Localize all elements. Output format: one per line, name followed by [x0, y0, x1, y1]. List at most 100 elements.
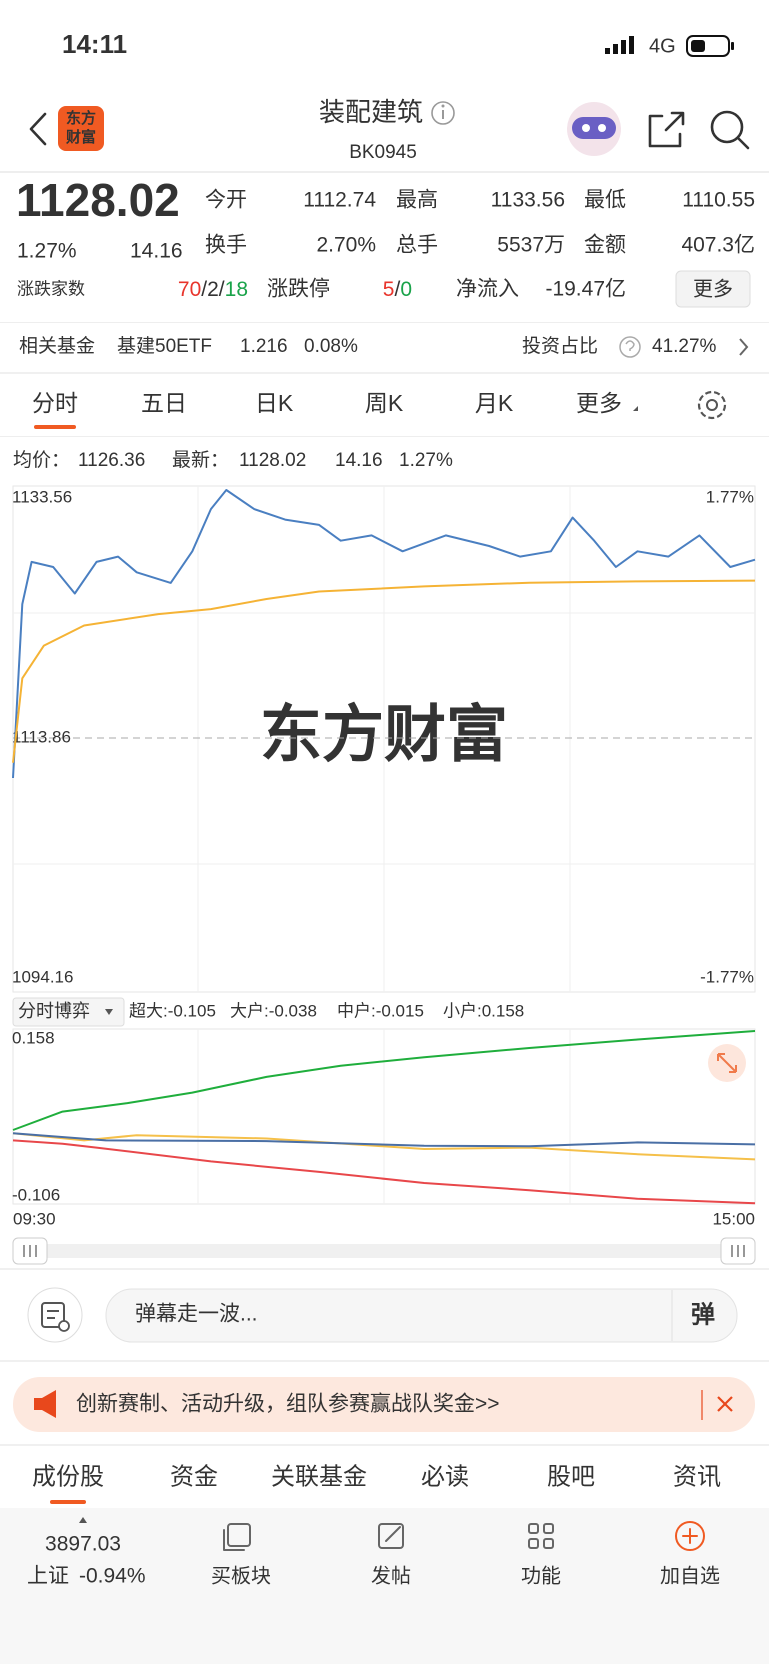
assistant-avatar[interactable]	[567, 102, 621, 156]
back-button[interactable]	[29, 112, 47, 146]
expand-button[interactable]	[708, 1044, 746, 1082]
app-logo[interactable]	[58, 106, 104, 151]
content-tab[interactable]: 必读	[421, 1463, 469, 1490]
board-code: BK0945	[349, 142, 417, 163]
content-tab[interactable]: 关联基金	[271, 1463, 367, 1490]
fund-name[interactable]: 基建50ETF	[117, 335, 212, 357]
more-button-label: 更多	[693, 277, 733, 300]
period-tab[interactable]: 日K	[255, 390, 294, 416]
stat-value: 5/0	[383, 278, 412, 301]
help-icon[interactable]	[619, 336, 641, 358]
content-tab[interactable]: 资金	[170, 1463, 218, 1490]
fund-label: 相关基金	[19, 335, 95, 357]
y-tick-label: -0.106	[12, 1185, 60, 1204]
stat-part: 0	[400, 278, 412, 301]
index-change[interactable]: -0.94%	[79, 1565, 146, 1588]
share-button[interactable]	[648, 111, 685, 148]
period-tab[interactable]: 五日	[141, 390, 187, 416]
legend-item: 最新：	[172, 449, 229, 471]
stat-part: 70	[178, 278, 201, 301]
chevron	[739, 338, 749, 356]
legend-item: 大户:-0.038	[230, 1001, 317, 1020]
stat-label: 今开	[205, 189, 247, 212]
search-button[interactable]	[710, 110, 750, 150]
legend-item: 1.27%	[399, 450, 453, 471]
nav-item[interactable]: 买板块	[211, 1564, 271, 1587]
danmu-toggle[interactable]	[27, 1287, 83, 1343]
ratio-value: 41.27%	[652, 336, 717, 357]
banner-text[interactable]: 创新赛制、活动升级，组队参赛赢战队奖金>>	[76, 1393, 500, 1416]
function-icon	[528, 1523, 554, 1549]
x-tick-label: 09:30	[13, 1209, 56, 1228]
x-tick-label: 15:00	[712, 1209, 755, 1228]
more-button[interactable]	[675, 270, 751, 308]
fund-change: 0.08%	[304, 336, 358, 357]
promo-banner[interactable]	[13, 1377, 755, 1432]
stat-label: 涨跌家数	[17, 279, 85, 298]
danmu-input[interactable]	[105, 1288, 738, 1343]
y-tick-label: 1133.56	[12, 487, 72, 506]
stat-label: 金额	[584, 234, 626, 257]
content-tab[interactable]: 成份股	[32, 1463, 104, 1490]
close-banner[interactable]	[717, 1396, 733, 1412]
stat-label: 换手	[205, 234, 247, 257]
status-time: 14:11	[62, 29, 127, 59]
flow-selector[interactable]	[12, 997, 125, 1027]
stat-value: -19.47亿	[545, 278, 626, 301]
tab-indicator	[50, 1500, 86, 1504]
legend-item: 中户:-0.015	[337, 1001, 424, 1020]
last-price: 1128.02	[16, 174, 180, 226]
stat-part: /	[201, 278, 207, 301]
content-tab[interactable]: 资讯	[673, 1463, 721, 1490]
divider	[0, 436, 769, 437]
stat-value: 1110.55	[682, 189, 755, 212]
nav-item[interactable]: 加自选	[660, 1564, 720, 1587]
battery-icon	[686, 35, 734, 57]
tab-indicator	[34, 425, 76, 429]
divider	[0, 1268, 769, 1270]
watermark: 东方财富	[260, 700, 508, 769]
index-name[interactable]: 上证	[27, 1565, 69, 1588]
index-arrow	[79, 1517, 87, 1523]
legend-item: 超大:-0.105	[129, 1001, 216, 1020]
stat-part: /	[394, 278, 400, 301]
period-tab[interactable]: 周K	[365, 390, 404, 416]
info-icon[interactable]	[431, 101, 455, 125]
period-tab[interactable]: 月K	[475, 390, 514, 416]
legend-item: 1128.02	[239, 450, 306, 471]
stat-part: 5	[383, 278, 395, 301]
stat-label: 总手	[396, 234, 438, 257]
danmu-send[interactable]: 弹	[691, 1301, 715, 1328]
content-tabs: 成份股 资金 关联基金 必读 股吧 资讯	[32, 1463, 721, 1504]
time-scroller[interactable]	[12, 1237, 756, 1265]
series-line	[12, 579, 756, 763]
series-line	[12, 1139, 756, 1205]
settings-button[interactable]	[697, 390, 727, 420]
network-label: 4G	[649, 35, 676, 57]
nav-item[interactable]: 发帖	[371, 1564, 411, 1587]
stat-value: 70/2/18	[178, 278, 248, 301]
stat-value: 407.3亿	[681, 234, 755, 257]
period-tab[interactable]: 更多	[576, 390, 622, 416]
stat-label: 净流入	[456, 278, 519, 301]
divider	[0, 372, 769, 374]
dropdown-triangle	[633, 406, 638, 411]
nav-item[interactable]: 功能	[521, 1564, 561, 1587]
period-tabs: 分时 五日 日K 周K 月K 更多	[32, 390, 622, 429]
y2-tick-label: -1.77%	[700, 967, 754, 986]
period-tab[interactable]: 分时	[32, 390, 78, 416]
stat-value: 1133.56	[491, 189, 565, 212]
y2-tick-label: 1.77%	[706, 487, 754, 506]
y-tick-label: 0.158	[12, 1028, 55, 1047]
content-tab[interactable]: 股吧	[547, 1463, 595, 1490]
series-line	[12, 1132, 756, 1148]
stat-part: 18	[225, 278, 248, 301]
stat-label: 涨跌停	[267, 278, 330, 301]
legend-item: 14.16	[335, 450, 383, 471]
stat-label: 最高	[396, 189, 438, 212]
danmu-placeholder: 弹幕走一波...	[135, 1303, 258, 1326]
change-amount: 14.16	[130, 240, 183, 263]
page-title: 装配建筑	[319, 97, 423, 127]
index-value[interactable]: 3897.03	[45, 1533, 121, 1556]
